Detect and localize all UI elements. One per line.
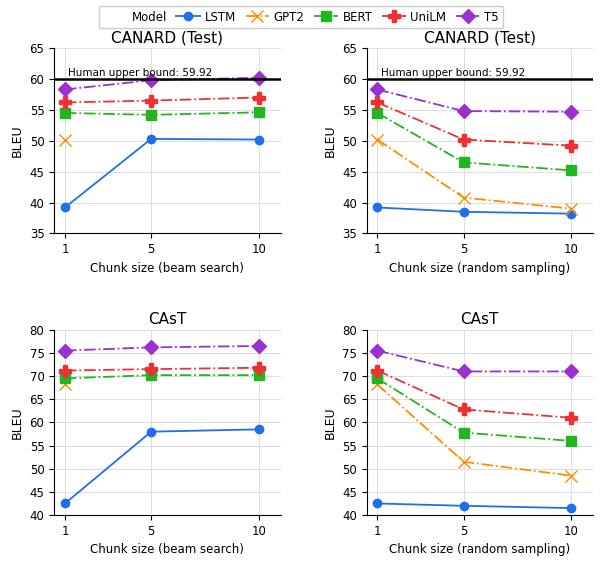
Y-axis label: BLEU: BLEU (323, 125, 337, 157)
Title: CAsT: CAsT (461, 312, 499, 327)
Legend: Model, LSTM, GPT2, BERT, UniLM, T5: Model, LSTM, GPT2, BERT, UniLM, T5 (99, 6, 503, 28)
Title: CAsT: CAsT (148, 312, 187, 327)
Title: CANARD (Test): CANARD (Test) (111, 31, 223, 45)
Y-axis label: BLEU: BLEU (11, 125, 24, 157)
Text: Human upper bound: 59.92: Human upper bound: 59.92 (68, 68, 213, 79)
Text: Human upper bound: 59.92: Human upper bound: 59.92 (380, 68, 525, 79)
X-axis label: Chunk size (random sampling): Chunk size (random sampling) (389, 261, 570, 275)
Y-axis label: BLEU: BLEU (11, 406, 24, 439)
X-axis label: Chunk size (beam search): Chunk size (beam search) (90, 543, 244, 556)
X-axis label: Chunk size (random sampling): Chunk size (random sampling) (389, 543, 570, 556)
X-axis label: Chunk size (beam search): Chunk size (beam search) (90, 261, 244, 275)
Title: CANARD (Test): CANARD (Test) (424, 31, 536, 45)
Y-axis label: BLEU: BLEU (323, 406, 337, 439)
